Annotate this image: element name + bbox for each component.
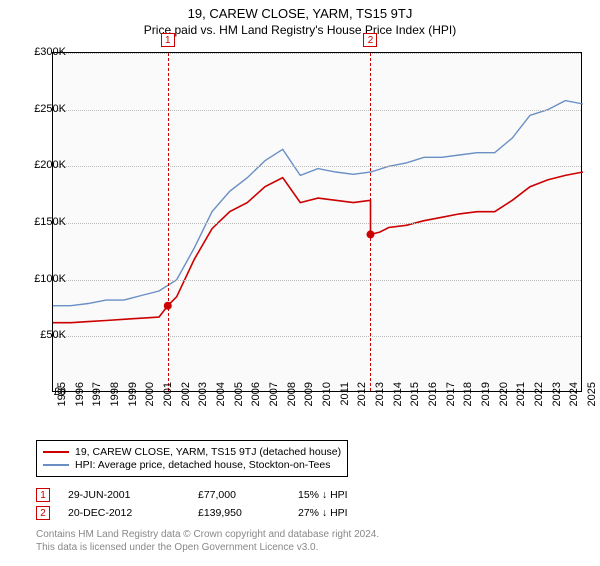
gridline-h [53,280,581,281]
chart-container: 19, CAREW CLOSE, YARM, TS15 9TJ Price pa… [0,6,600,566]
y-axis-label: £250K [18,103,66,115]
transaction-badge: 1 [36,488,50,502]
transaction-table: 1 29-JUN-2001£77,00015% ↓ HPI 2 20-DEC-2012… [36,486,398,522]
y-axis-label: £200K [18,159,66,171]
legend-row: HPI: Average price, detached house, Stoc… [43,459,341,471]
x-axis-label: 2019 [480,382,492,412]
x-axis-label: 2012 [356,382,368,412]
legend-label: HPI: Average price, detached house, Stoc… [75,459,330,471]
x-axis-label: 2002 [180,382,192,412]
x-axis-label: 2006 [250,382,262,412]
legend-swatch [43,464,69,466]
legend-row: 19, CAREW CLOSE, YARM, TS15 9TJ (detache… [43,446,341,458]
marker-badge: 1 [161,33,175,47]
y-axis-label: £100K [18,273,66,285]
footer-line2: This data is licensed under the Open Gov… [36,541,379,554]
x-axis-label: 2003 [197,382,209,412]
gridline-h [53,110,581,111]
marker-vline [370,53,371,391]
chart-subtitle: Price paid vs. HM Land Registry's House … [0,23,600,37]
transaction-price: £139,950 [198,507,298,519]
legend: 19, CAREW CLOSE, YARM, TS15 9TJ (detache… [36,440,348,477]
x-axis-label: 2024 [568,382,580,412]
plot-area: 12 [52,52,582,392]
x-axis-label: 1995 [56,382,68,412]
gridline-h [53,336,581,337]
x-axis-label: 2011 [339,382,351,412]
x-axis-label: 2013 [374,382,386,412]
series-line-hpi [53,101,583,306]
x-axis-label: 1997 [91,382,103,412]
x-axis-label: 2017 [445,382,457,412]
x-axis-label: 2023 [551,382,563,412]
x-axis-label: 2005 [233,382,245,412]
transaction-badge: 2 [36,506,50,520]
x-axis-label: 2018 [462,382,474,412]
series-line-price_paid [53,172,583,323]
chart-svg [53,53,581,391]
marker-badge: 2 [363,33,377,47]
x-axis-label: 2004 [215,382,227,412]
gridline-h [53,53,581,54]
x-axis-label: 2001 [162,382,174,412]
transaction-date: 29-JUN-2001 [68,489,198,501]
y-axis-label: £150K [18,216,66,228]
transaction-row: 2 20-DEC-2012£139,95027% ↓ HPI [36,504,398,522]
x-axis-label: 1996 [74,382,86,412]
x-axis-label: 1998 [109,382,121,412]
y-axis-label: £300K [18,46,66,58]
y-axis-label: £50K [18,329,66,341]
chart-title: 19, CAREW CLOSE, YARM, TS15 9TJ [0,6,600,21]
x-axis-label: 1999 [127,382,139,412]
x-axis-label: 2022 [533,382,545,412]
footer-line1: Contains HM Land Registry data © Crown c… [36,528,379,541]
x-axis-label: 2016 [427,382,439,412]
x-axis-label: 2010 [321,382,333,412]
marker-vline [168,53,169,391]
transaction-row: 1 29-JUN-2001£77,00015% ↓ HPI [36,486,398,504]
transaction-date: 20-DEC-2012 [68,507,198,519]
transaction-delta: 27% ↓ HPI [298,507,398,519]
legend-label: 19, CAREW CLOSE, YARM, TS15 9TJ (detache… [75,446,341,458]
transaction-price: £77,000 [198,489,298,501]
x-axis-label: 2025 [586,382,598,412]
x-axis-label: 2015 [409,382,421,412]
footer: Contains HM Land Registry data © Crown c… [36,528,379,554]
gridline-h [53,223,581,224]
x-axis-label: 2000 [144,382,156,412]
x-axis-label: 2008 [286,382,298,412]
legend-swatch [43,451,69,453]
x-axis-label: 2021 [515,382,527,412]
x-axis-label: 2014 [392,382,404,412]
x-axis-label: 2009 [303,382,315,412]
x-axis-label: 2020 [498,382,510,412]
gridline-h [53,166,581,167]
transaction-delta: 15% ↓ HPI [298,489,398,501]
x-axis-label: 2007 [268,382,280,412]
